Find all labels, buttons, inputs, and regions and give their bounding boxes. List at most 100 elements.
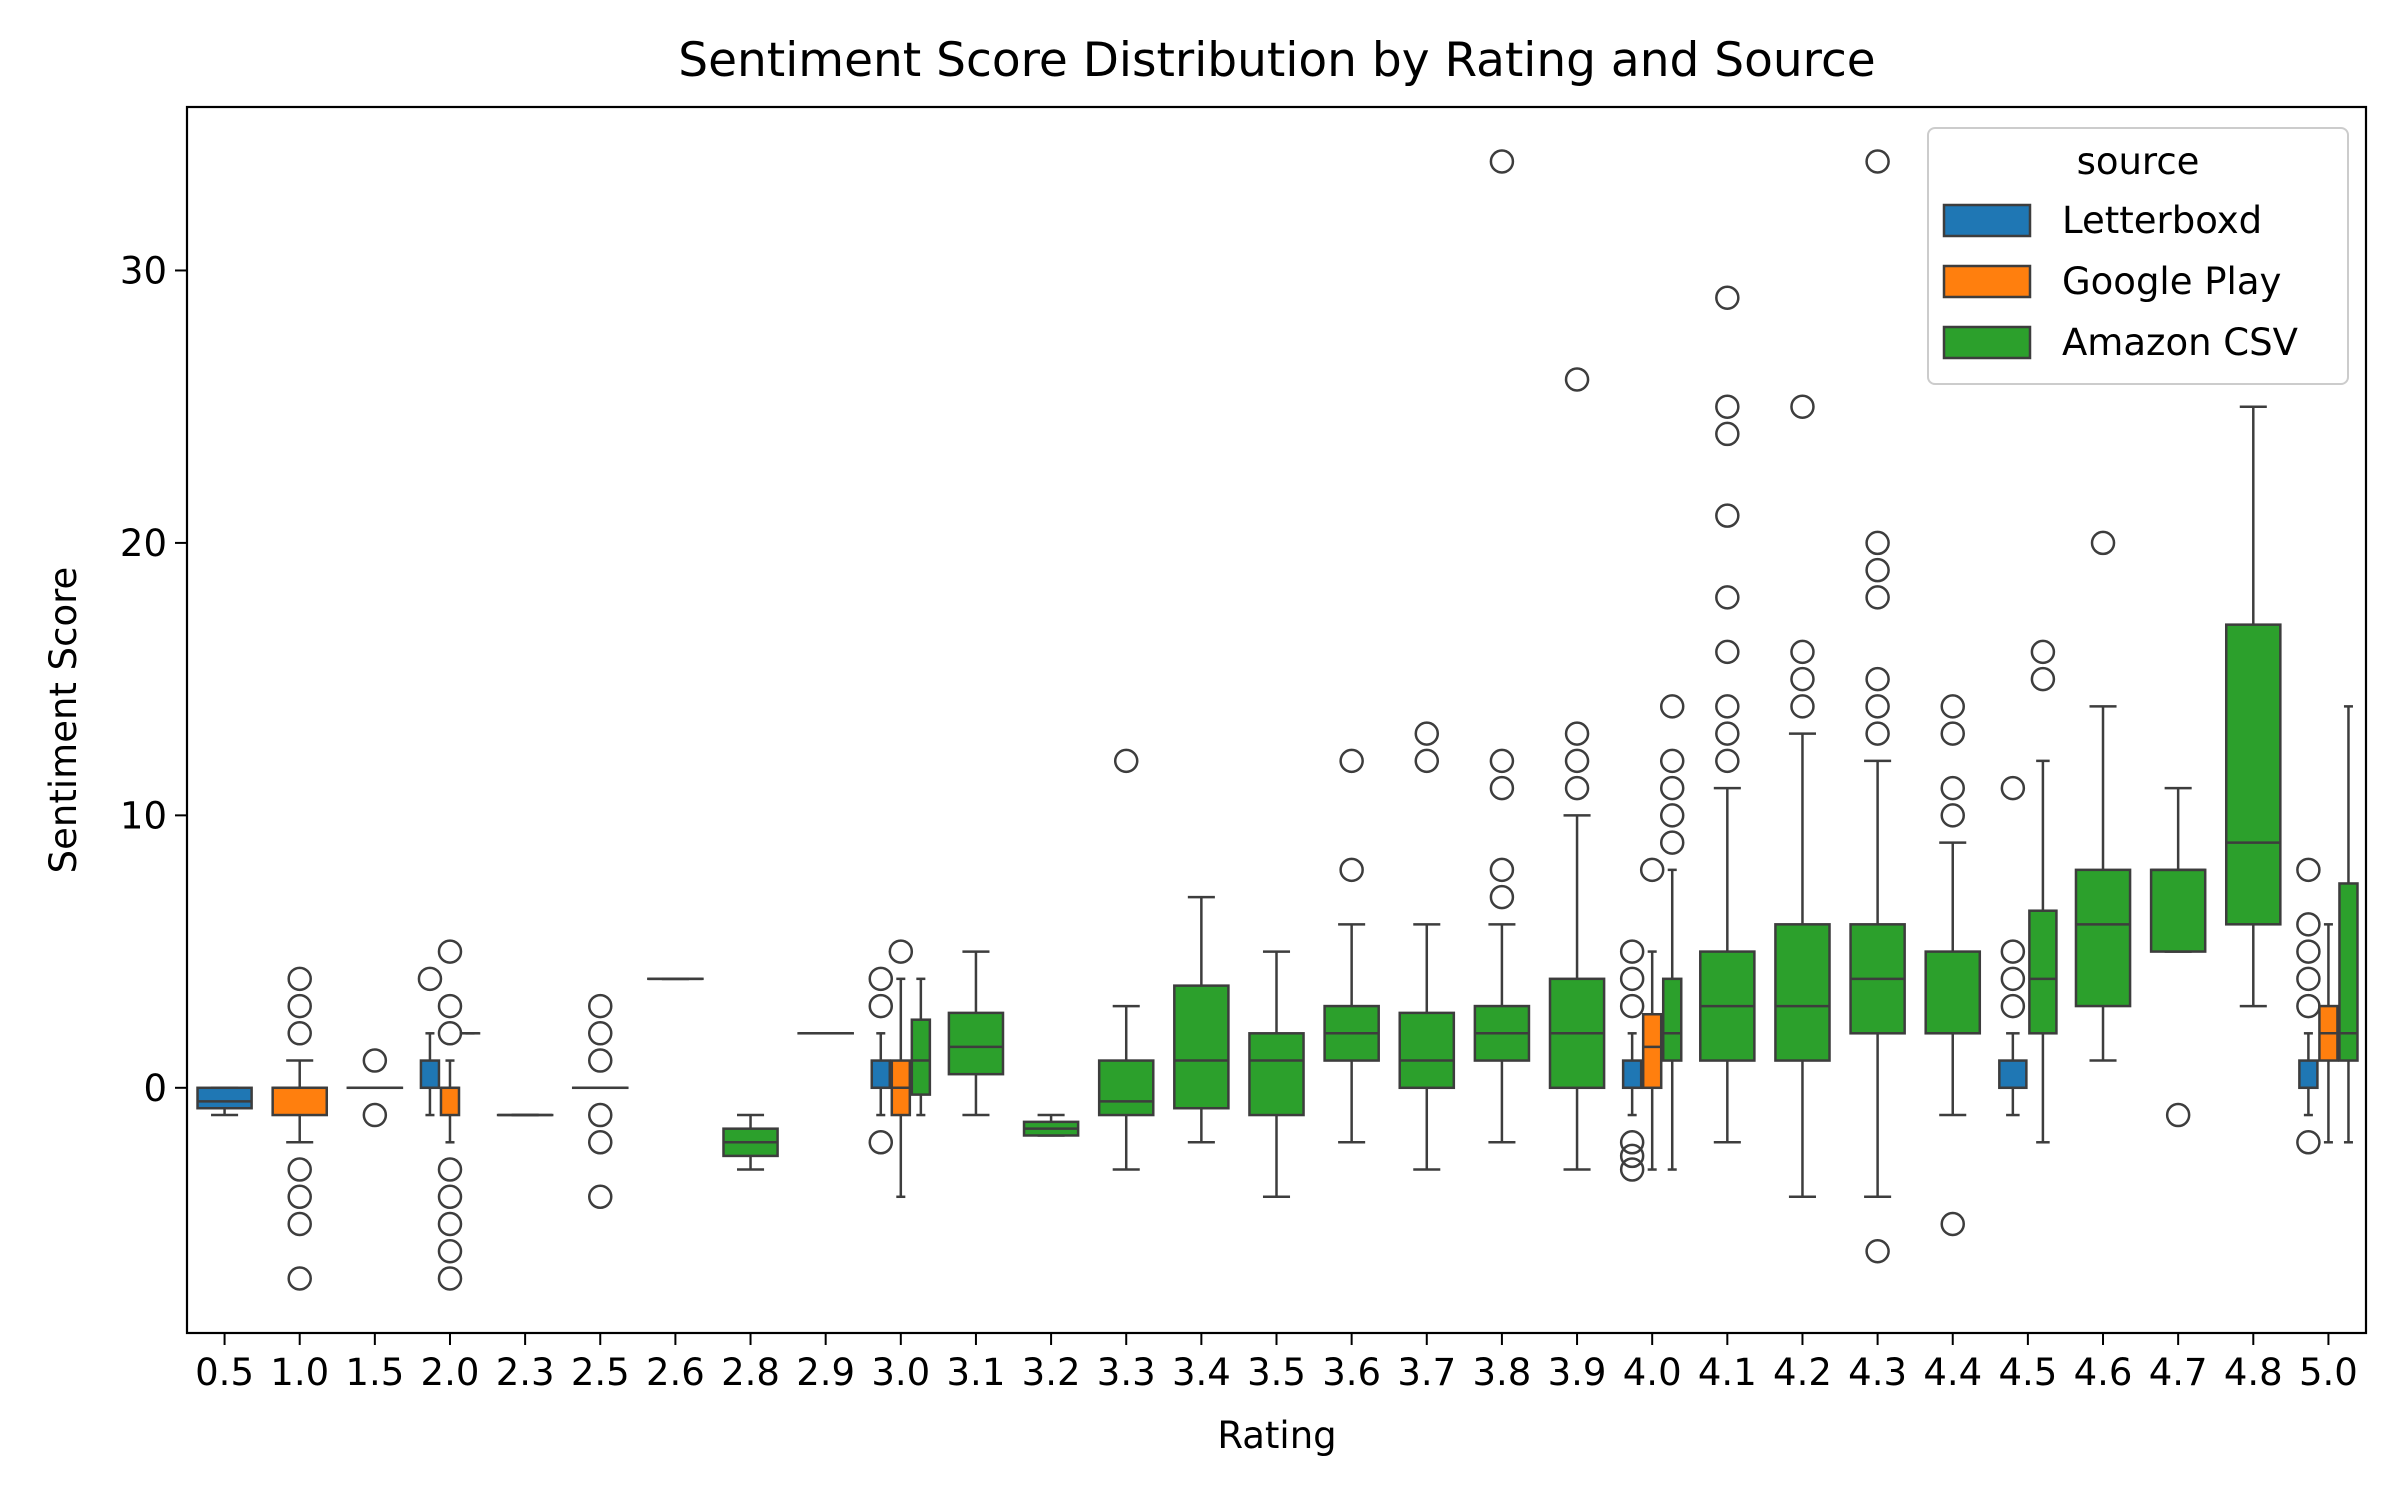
outlier-point [2030,666,2056,692]
box [2149,868,2207,953]
x-axis-label: Rating [1217,1414,1336,1457]
outlier-point [1659,830,1685,855]
outlier-point [1489,149,1515,174]
box [2224,623,2282,926]
outlier-point [2296,993,2321,1019]
outlier-point [2000,966,2026,992]
outlier-point [1659,694,1685,719]
outlier-point [1865,666,1890,692]
x-tick-label: 5.0 [2299,1351,2358,1394]
outlier-point [1790,694,1815,719]
outlier-point [1715,694,1740,719]
outlier-point [1659,748,1685,774]
outlier-point [2000,939,2026,964]
outlier-point [287,1184,312,1210]
outlier-point [1865,557,1890,583]
outlier-point [1865,1239,1890,1264]
y-axis-label: Sentiment Score [42,567,85,874]
x-tick-label: 0.5 [195,1351,254,1394]
outlier-point [1113,748,1139,774]
box [2338,882,2359,1062]
outlier-point [1940,694,1965,719]
outlier-point [1865,721,1890,746]
legend-frame [1927,127,2349,385]
outlier-point [1619,993,1645,1019]
outlier-point [2296,912,2321,937]
outlier-point [287,1157,312,1182]
box [1661,977,1683,1062]
outlier-point [417,966,443,992]
outlier-point [1790,639,1815,665]
outlier-point [1940,721,1965,746]
box [947,1011,1005,1076]
outlier-point [1790,394,1815,419]
legend-swatch [1942,203,2032,238]
box [1998,1059,2028,1090]
outlier-point [287,1266,312,1291]
outlier-point [1489,857,1515,883]
outlier-point [437,1266,463,1291]
box [1621,1059,1643,1090]
outlier-point [1619,1143,1645,1169]
outlier-point [588,1184,613,1210]
box [419,1059,441,1090]
outlier-point [1339,857,1364,883]
series-letterboxd [196,775,2321,1182]
x-tick-label: 4.2 [1773,1351,1832,1394]
outlier-point [1940,803,1965,828]
outlier-point [1865,694,1890,719]
outlier-point [868,966,894,992]
outlier-point [868,1130,894,1155]
x-tick-label: 3.7 [1397,1351,1456,1394]
outlier-point [1339,748,1364,774]
box [439,1086,461,1117]
outlier-point [2000,775,2026,801]
x-tick-label: 4.0 [1623,1351,1682,1394]
outlier-point [588,1130,613,1155]
outlier-point [437,1157,463,1182]
series-google-play [271,857,2339,1291]
outlier-point [588,1021,613,1046]
legend-item: Amazon CSV [1942,321,2298,364]
outlier-point [437,993,463,1019]
outlier-point [1489,775,1515,801]
outlier-point [2165,1102,2191,1128]
outlier-point [437,1211,463,1237]
box [1398,1011,1456,1090]
outlier-point [1619,1130,1645,1155]
outlier-point [1715,394,1740,419]
x-tick-label: 3.9 [1548,1351,1607,1394]
outlier-point [1619,939,1645,964]
x-tick-label: 2.3 [496,1351,555,1394]
outlier-point [2000,993,2026,1019]
outlier-point [1619,966,1645,992]
x-tick-label: 4.5 [1998,1351,2057,1394]
outlier-point [888,939,914,964]
box [2298,1059,2319,1090]
box [2074,868,2132,1008]
x-tick-label: 3.6 [1322,1351,1381,1394]
outlier-point [287,1021,312,1046]
y-tick-label: 0 [143,1067,167,1110]
outlier-point [437,939,463,964]
outlier-point [1489,884,1515,910]
outlier-point [362,1102,388,1128]
outlier-point [1865,585,1890,610]
outlier-point [588,993,613,1019]
outlier-point [1715,721,1740,746]
outlier-point [1715,503,1740,528]
outlier-point [2090,530,2116,556]
plot-area: 0 10 20 30 0.5 1.0 1.5 2.0 2.3 2.5 2.6 2.8 2.9 3.0 3.1… [120,105,2368,1394]
x-tick-label: 3.0 [871,1351,930,1394]
box [2028,909,2058,1035]
outlier-point [1715,748,1740,774]
box [1097,1059,1155,1117]
outlier-point [2296,857,2321,883]
outlier-point [1659,803,1685,828]
box [870,1059,892,1090]
legend-item: Letterboxd [1942,199,2262,242]
x-tick-label: 2.0 [421,1351,480,1394]
outlier-point [362,1048,388,1073]
legend-label: Amazon CSV [2062,321,2298,364]
legend-swatch [1942,325,2032,360]
